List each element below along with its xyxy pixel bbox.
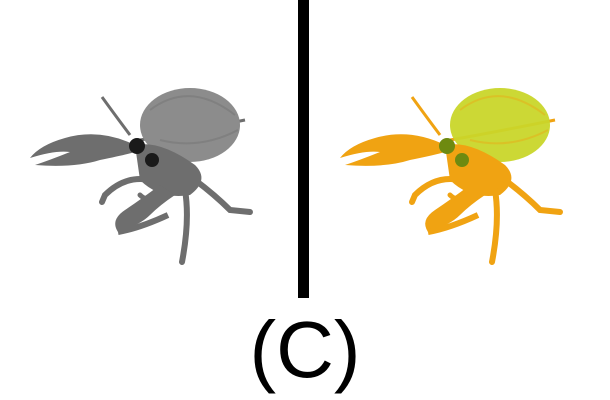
vertical-divider [298, 0, 309, 298]
panel-caption: (C) [249, 305, 361, 394]
panel-colored [310, 0, 610, 300]
panel-grayscale [0, 0, 300, 300]
hermit-crab-grayscale-image [30, 88, 253, 265]
hermit-crab-colored-image [340, 88, 563, 265]
